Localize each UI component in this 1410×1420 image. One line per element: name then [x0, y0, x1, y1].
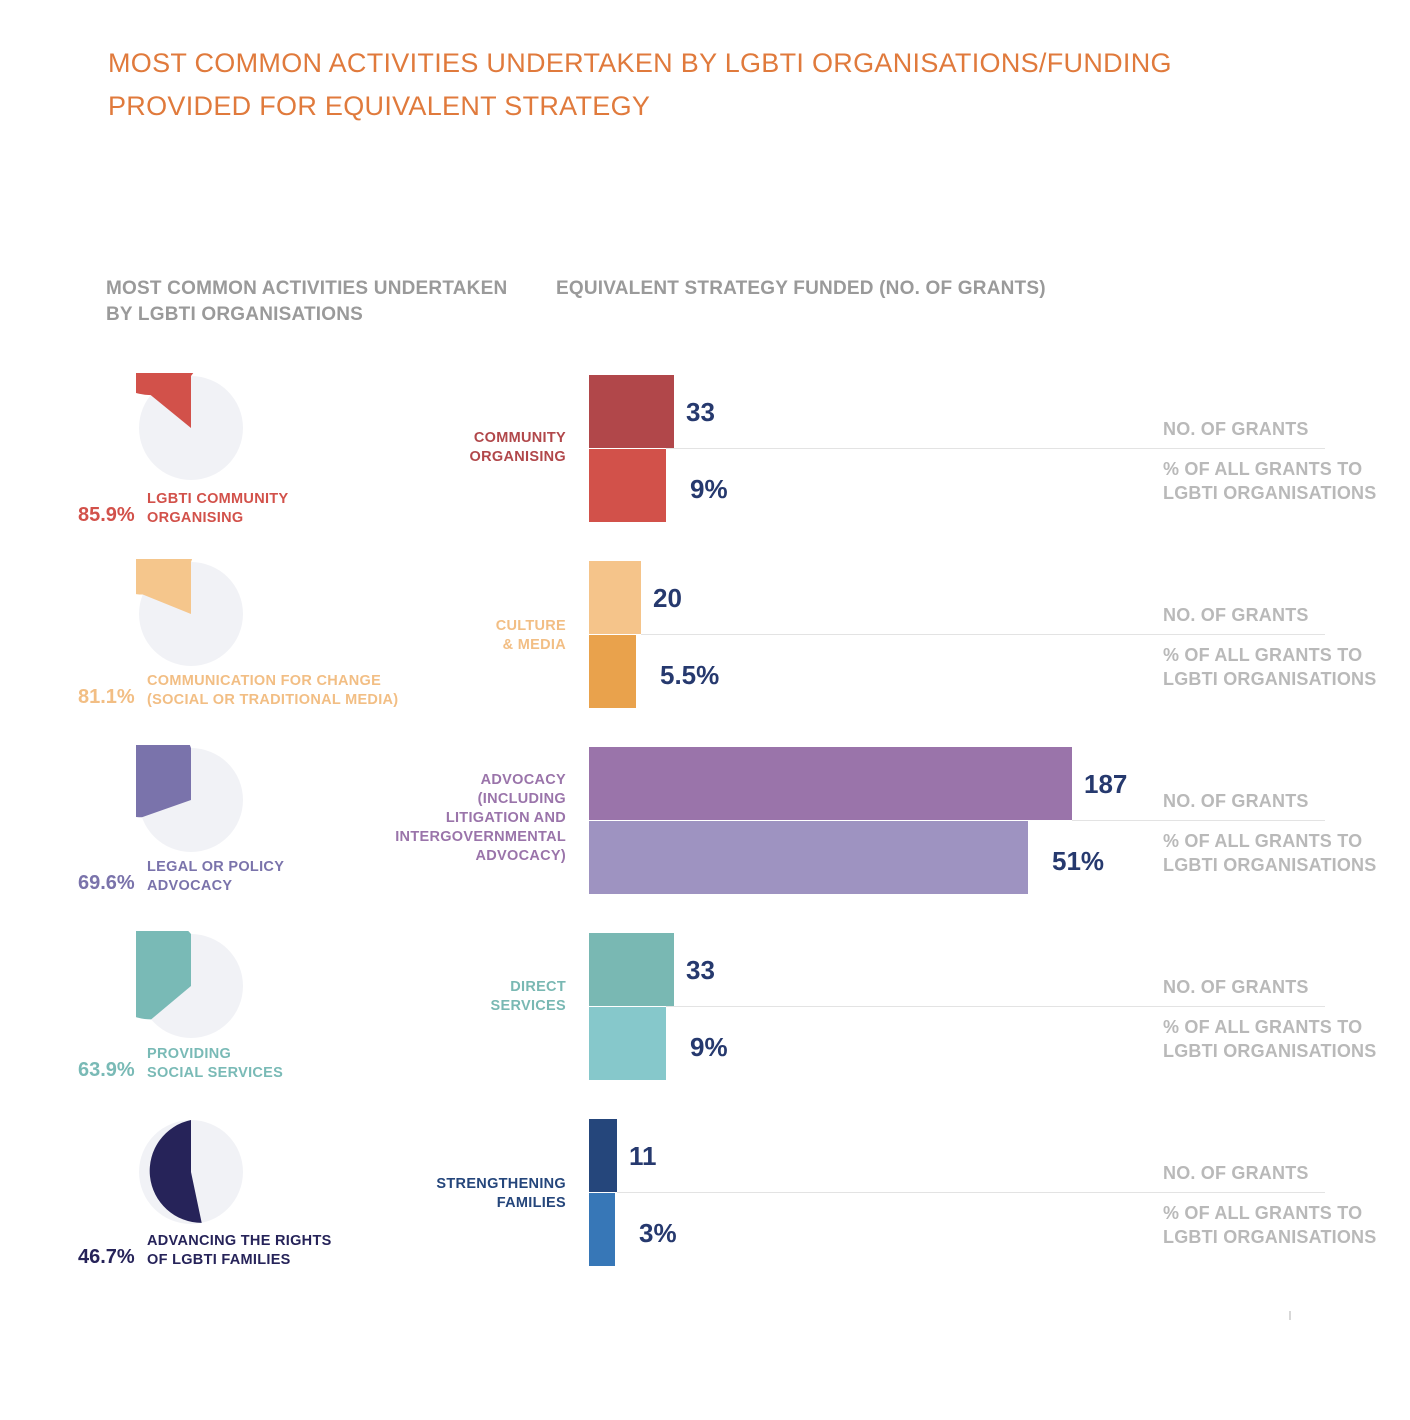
row-divider [666, 1006, 1325, 1007]
percent-value-label: 51% [1052, 846, 1105, 876]
legend-grants-label: NO. OF GRANTS [1163, 419, 1309, 439]
legend-percent-label: % OF ALL GRANTS TO LGBTI ORGANISATIONS [1163, 831, 1377, 875]
percent-value-label: 9% [690, 1032, 728, 1062]
percent-value-label: 5.5% [660, 660, 720, 690]
legend-grants-label: NO. OF GRANTS [1163, 977, 1309, 997]
bar-category-label: ADVOCACY (INCLUDING LITIGATION AND INTER… [395, 772, 566, 864]
percent-bar [589, 635, 636, 708]
pie-chart [136, 559, 243, 666]
grants-value-label: 33 [686, 397, 715, 427]
page-title: MOST COMMON ACTIVITIES UNDERTAKEN BY LGB… [108, 48, 1172, 121]
grants-bar [589, 375, 674, 448]
percent-bar [589, 1193, 615, 1266]
pie-slice [136, 373, 194, 428]
row-divider [617, 1192, 1325, 1193]
pie-activity-label: PROVIDING SOCIAL SERVICES [147, 1046, 284, 1081]
percent-bar [589, 821, 1028, 894]
legend-percent-label: % OF ALL GRANTS TO LGBTI ORGANISATIONS [1163, 1017, 1377, 1061]
pie-percent-label: 81.1% [78, 686, 135, 708]
legend-percent-label: % OF ALL GRANTS TO LGBTI ORGANISATIONS [1163, 645, 1377, 689]
grants-bar [589, 933, 674, 1006]
grants-bar [589, 747, 1072, 820]
activities-heading: MOST COMMON ACTIVITIES UNDERTAKEN BY LGB… [106, 278, 508, 325]
page-tick-mark [1289, 1311, 1291, 1320]
pie-chart [136, 373, 243, 480]
pie-activity-label: LGBTI COMMUNITY ORGANISING [147, 491, 289, 526]
grants-value-label: 187 [1084, 769, 1128, 799]
pie-percent-label: 69.6% [78, 872, 135, 894]
chart-row: 85.9% LGBTI COMMUNITY ORGANISING COMMUNITY… [0, 373, 1410, 526]
chart-row: 63.9% PROVIDING SOCIAL SERVICES DIRECT SER… [0, 931, 1410, 1083]
grants-value-label: 20 [653, 583, 682, 613]
chart-row: 81.1% COMMUNICATION FOR CHANGE (SOCIAL OR… [0, 559, 1410, 711]
percent-value-label: 3% [639, 1218, 677, 1248]
legend-grants-label: NO. OF GRANTS [1163, 605, 1309, 625]
grants-bar [589, 561, 641, 634]
pie-activity-label: ADVANCING THE RIGHTS OF LGBTI FAMILIES [147, 1233, 332, 1268]
pie-slice [149, 1120, 202, 1223]
legend-grants-label: NO. OF GRANTS [1163, 1163, 1309, 1183]
legend-percent-label: % OF ALL GRANTS TO LGBTI ORGANISATIONS [1163, 459, 1377, 503]
grants-bar [589, 1119, 617, 1192]
pie-slice [136, 559, 193, 614]
legend-percent-label: % OF ALL GRANTS TO LGBTI ORGANISATIONS [1163, 1203, 1377, 1247]
chart-row: 46.7% ADVANCING THE RIGHTS OF LGBTI FAMIL… [0, 1119, 1410, 1269]
grants-value-label: 33 [686, 955, 715, 985]
pie-chart [139, 1120, 243, 1224]
row-divider [666, 448, 1325, 449]
bar-category-label: STRENGTHENING FAMILIES [436, 1176, 566, 1211]
pie-chart [136, 745, 243, 852]
pie-slice [136, 745, 191, 818]
pie-chart [136, 931, 243, 1038]
row-divider [1072, 820, 1325, 821]
bar-category-label: CULTURE & MEDIA [495, 618, 566, 653]
percent-bar [589, 1007, 666, 1080]
bar-category-label: DIRECT SERVICES [490, 979, 566, 1014]
pie-activity-label: COMMUNICATION FOR CHANGE (SOCIAL OR TRAD… [147, 673, 399, 708]
pie-percent-label: 63.9% [78, 1059, 135, 1081]
pie-slice [136, 931, 191, 1020]
strategy-heading: EQUIVALENT STRATEGY FUNDED (NO. OF GRANT… [556, 278, 1046, 299]
pie-activity-label: LEGAL OR POLICY ADVOCACY [147, 859, 284, 894]
chart-row: 69.6% LEGAL OR POLICY ADVOCACY ADVOCACY (I… [0, 745, 1410, 897]
row-divider [641, 634, 1325, 635]
percent-value-label: 9% [690, 474, 728, 504]
pie-percent-label: 85.9% [78, 504, 135, 526]
legend-grants-label: NO. OF GRANTS [1163, 791, 1309, 811]
grants-value-label: 11 [629, 1141, 657, 1171]
pie-percent-label: 46.7% [78, 1246, 135, 1268]
percent-bar [589, 449, 666, 522]
bar-category-label: COMMUNITY ORGANISING [469, 430, 566, 465]
